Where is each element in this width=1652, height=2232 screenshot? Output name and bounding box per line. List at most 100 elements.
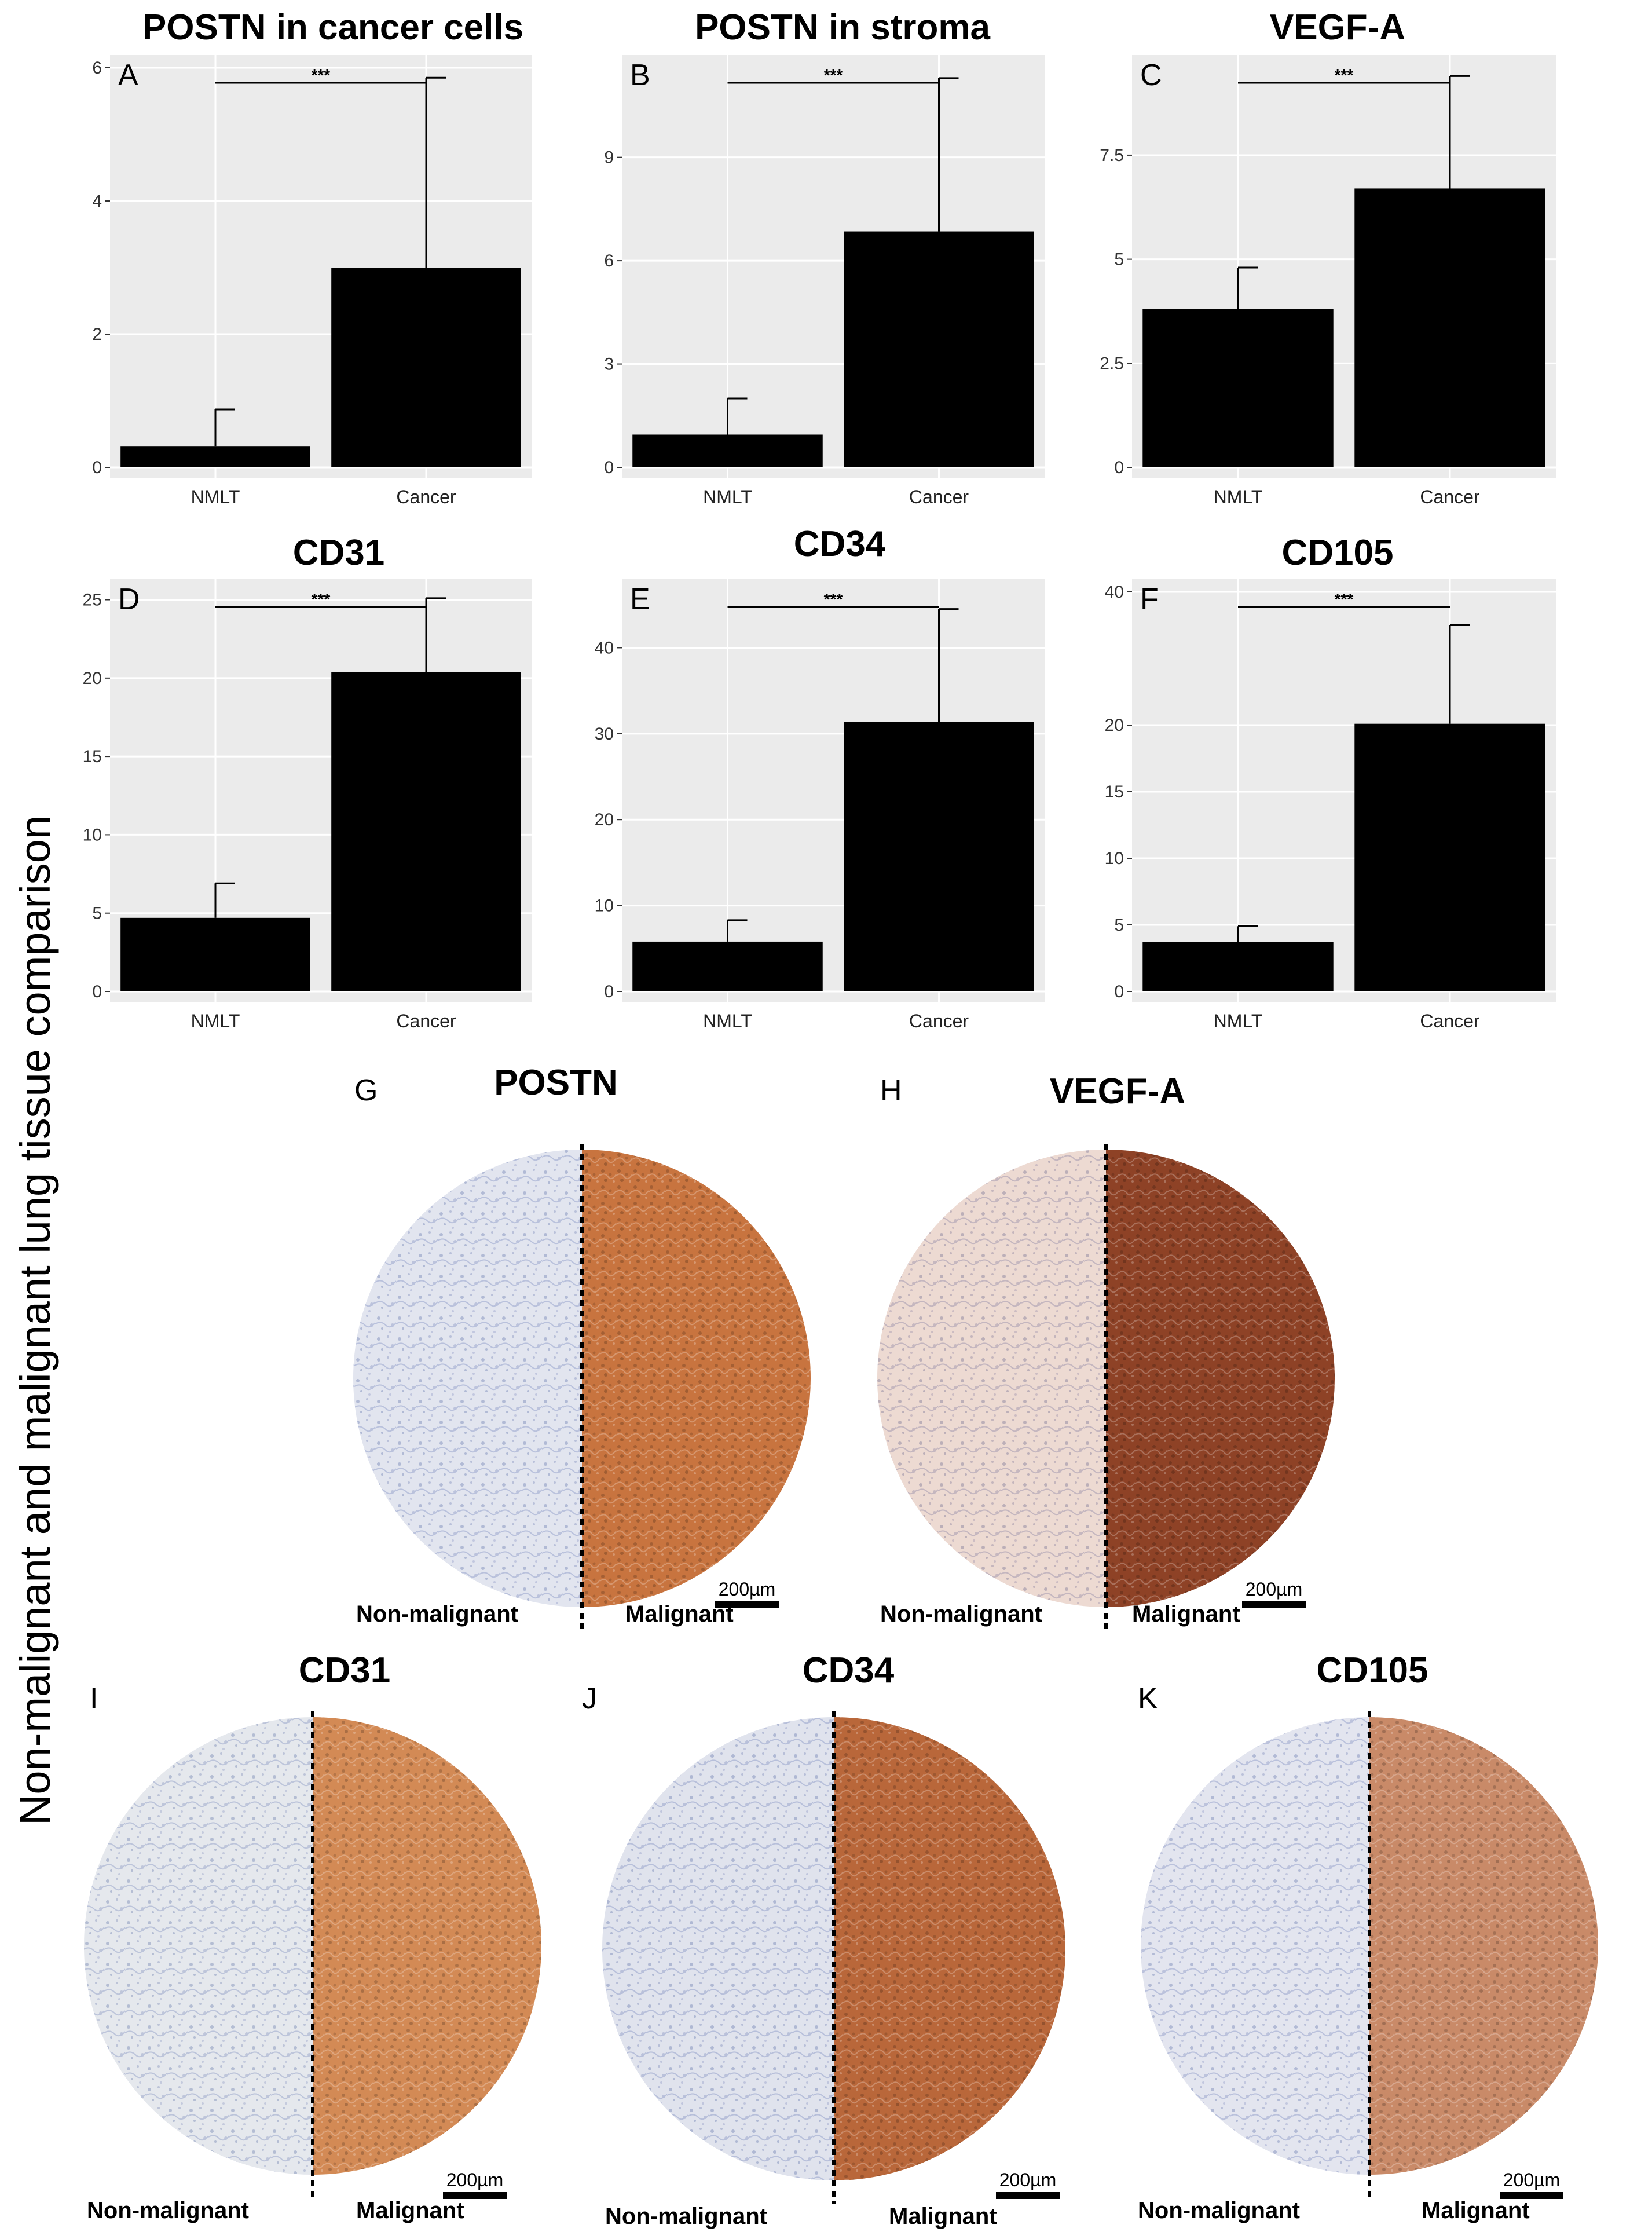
y-tick-label: 15 — [1105, 782, 1124, 802]
y-tick-label: 20 — [83, 669, 102, 688]
significance-label: *** — [312, 590, 331, 608]
y-tick-label: 6 — [604, 251, 614, 270]
y-tick-label: 15 — [83, 747, 102, 766]
y-tick-label: 10 — [83, 825, 102, 844]
panel-letter: G — [354, 1074, 378, 1107]
y-tick-label: 9 — [604, 148, 614, 167]
scale-bar — [1500, 2192, 1563, 2199]
y-tick-label: 2 — [92, 325, 102, 344]
non-malignant-label: Non-malignant — [356, 1601, 518, 1627]
bar-cancer — [1354, 723, 1545, 991]
bar-cancer — [331, 268, 521, 467]
x-category-label: Cancer — [1420, 486, 1480, 507]
scale-bar — [996, 2192, 1060, 2199]
y-tick-label: 0 — [92, 982, 102, 1001]
panel-letter: A — [118, 58, 138, 92]
chart-title: POSTN in cancer cells — [142, 8, 523, 47]
non-malignant-label: Non-malignant — [880, 1601, 1042, 1627]
significance-label: *** — [824, 66, 843, 84]
y-tick-label: 30 — [595, 725, 614, 744]
panel-letter: J — [582, 1682, 597, 1715]
x-category-label: Cancer — [396, 1011, 456, 1031]
malignant-texture — [582, 1150, 811, 1607]
non-malignant-stain — [877, 1150, 1106, 1607]
y-tick-label: 3 — [604, 355, 614, 374]
malignant-texture — [1369, 1717, 1598, 2175]
significance-label: *** — [1335, 590, 1354, 608]
chart-title: CD31 — [293, 533, 385, 573]
chart-panel-f: CD105 0 5 10 15 20 40 NMLT Cancer *** F — [1105, 533, 1556, 1031]
chart-panel-b: POSTN in stroma 0 3 6 9 NMLT Cancer *** B — [604, 8, 1045, 507]
non-malignant-stain — [353, 1150, 582, 1607]
panel-letter: C — [1140, 58, 1162, 92]
bar-nmlt — [632, 941, 823, 991]
non-malignant-stain — [1141, 1717, 1369, 2175]
chart-panel-e: CD34 0 10 20 30 40 NMLT Cancer *** E — [595, 524, 1045, 1031]
y-tick-label: 5 — [92, 904, 102, 923]
bar-nmlt — [1142, 309, 1334, 467]
scale-bar — [443, 2192, 507, 2199]
y-tick-label: 0 — [604, 982, 614, 1001]
side-label: Non-malignant and malignant lung tissue … — [11, 815, 59, 1825]
malignant-texture — [1106, 1150, 1335, 1607]
chart-title: POSTN in stroma — [695, 8, 990, 47]
bar-cancer — [844, 722, 1034, 991]
panel-letter: D — [118, 583, 140, 616]
micrograph-j: CD34 J 200µm Non-malignant Malignant — [582, 1651, 1065, 2229]
x-category-label: Cancer — [1420, 1011, 1480, 1031]
y-tick-label: 40 — [1105, 583, 1124, 602]
chart-panel-c: VEGF-A 0 2.5 5 7.5 NMLT Cancer *** C — [1100, 8, 1556, 507]
scale-bar — [1242, 1601, 1306, 1608]
y-tick-label: 10 — [1105, 849, 1124, 868]
chart-panel-d: CD31 0 5 10 15 20 25 NMLT Cancer *** D — [83, 533, 532, 1031]
x-category-label: NMLT — [1214, 1011, 1263, 1031]
x-category-label: Cancer — [396, 486, 456, 507]
bar-cancer — [844, 231, 1034, 467]
x-category-label: NMLT — [1214, 486, 1263, 507]
y-tick-label: 40 — [595, 638, 614, 657]
non-malignant-label: Non-malignant — [87, 2198, 249, 2223]
malignant-label: Malignant — [889, 2204, 997, 2229]
panel-letter: I — [90, 1682, 98, 1715]
y-tick-label: 25 — [83, 591, 102, 610]
chart-panel-a: POSTN in cancer cells 0 2 4 6 NMLT Cancer *** A — [92, 8, 532, 507]
bar-cancer — [1354, 188, 1545, 467]
significance-label: *** — [1335, 66, 1354, 84]
panel-letter: K — [1138, 1682, 1158, 1715]
micrograph-title: CD31 — [299, 1651, 391, 1691]
bar-nmlt — [120, 917, 310, 991]
x-category-label: NMLT — [703, 1011, 752, 1031]
scale-bar-label: 200µm — [1246, 1579, 1302, 1600]
y-tick-label: 2.5 — [1100, 354, 1124, 373]
non-malignant-label: Non-malignant — [605, 2204, 767, 2229]
scale-bar-label: 200µm — [719, 1579, 775, 1600]
y-tick-label: 4 — [92, 192, 102, 211]
micrograph-title: CD34 — [803, 1651, 895, 1691]
panel-letter: B — [630, 58, 650, 92]
bar-nmlt — [120, 446, 310, 467]
y-tick-label: 5 — [1114, 916, 1124, 935]
panel-letter: E — [630, 583, 650, 616]
micrograph-title: VEGF-A — [1050, 1071, 1185, 1111]
panel-letter: H — [880, 1074, 902, 1107]
malignant-label: Malignant — [1422, 2198, 1530, 2223]
bar-charts: POSTN in cancer cells 0 2 4 6 NMLT Cancer *** A P… — [83, 8, 1556, 1031]
y-tick-label: 6 — [92, 58, 102, 78]
significance-label: *** — [824, 590, 843, 608]
non-malignant-label: Non-malignant — [1138, 2198, 1300, 2223]
non-malignant-stain — [84, 1717, 313, 2175]
bar-nmlt — [632, 434, 823, 467]
scale-bar-label: 200µm — [999, 2169, 1056, 2190]
x-category-label: Cancer — [909, 1011, 969, 1031]
y-tick-label: 20 — [595, 810, 614, 829]
y-tick-label: 20 — [1105, 716, 1124, 735]
y-tick-label: 10 — [595, 897, 614, 916]
malignant-label: Malignant — [1132, 1601, 1240, 1627]
y-tick-label: 0 — [604, 458, 614, 477]
micrographs: POSTN G 200µm Non-malignant Malignant VEGF-A H… — [84, 1063, 1598, 2229]
malignant-label: Malignant — [625, 1601, 734, 1627]
malignant-texture — [313, 1717, 541, 2175]
bar-nmlt — [1142, 942, 1334, 991]
malignant-label: Malignant — [356, 2198, 464, 2223]
y-tick-label: 5 — [1114, 250, 1124, 269]
